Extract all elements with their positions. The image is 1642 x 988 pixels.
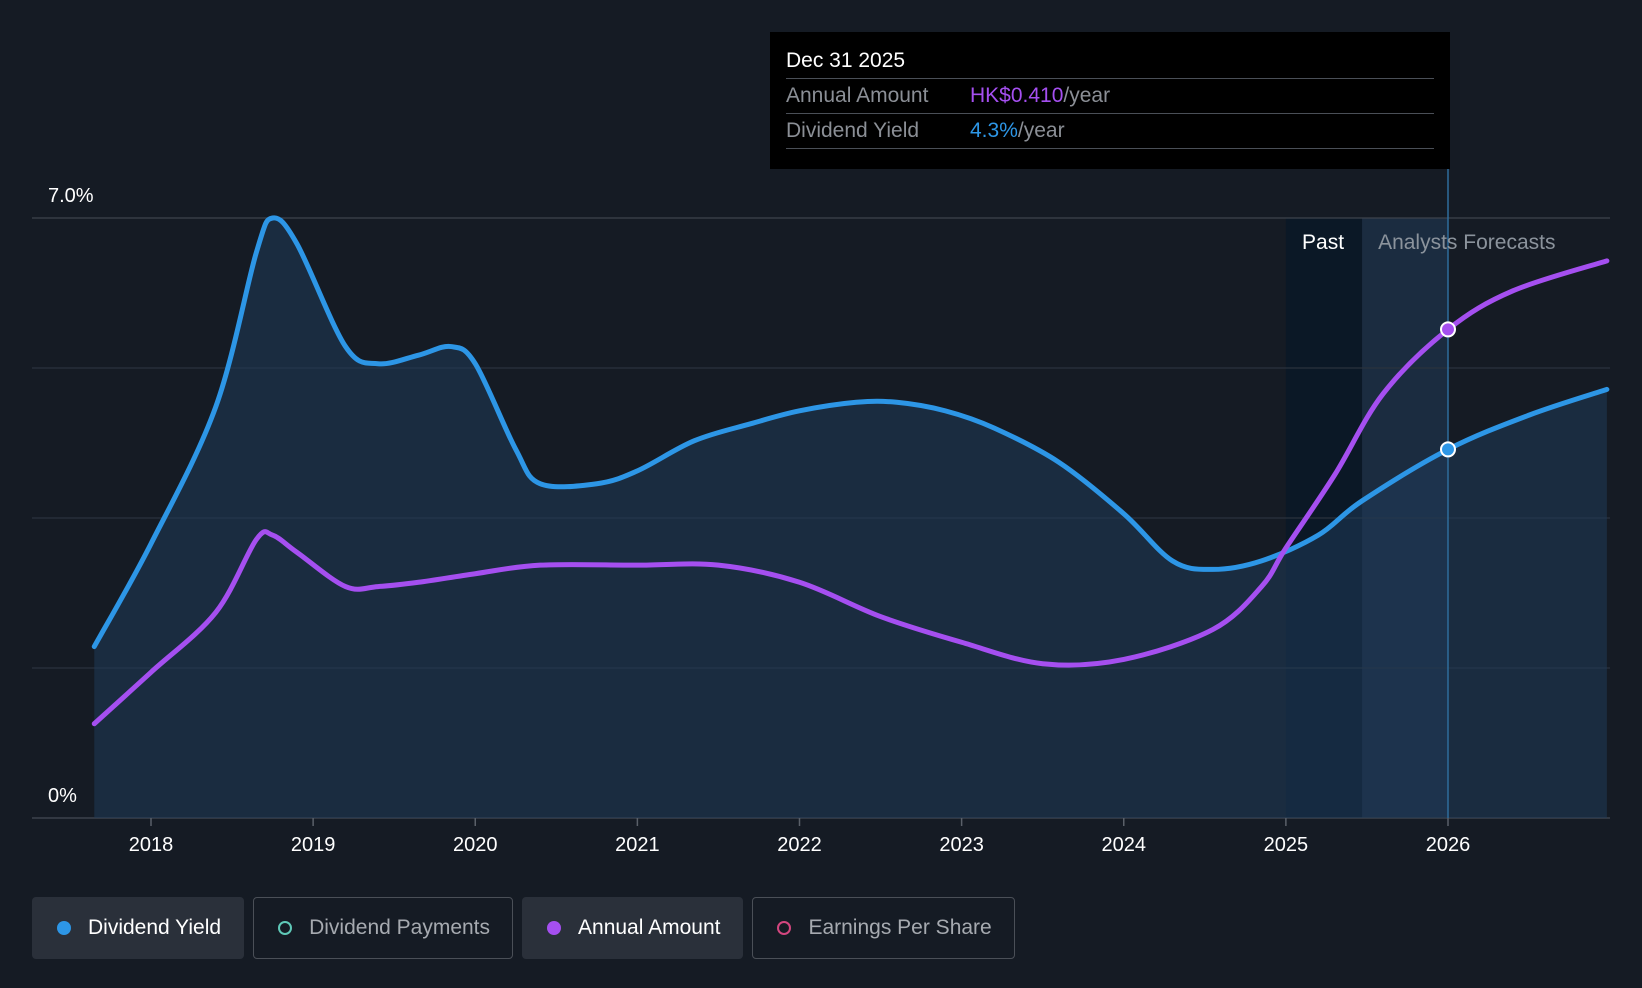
annual-amount-line	[91, 258, 1610, 727]
legend-toggle-dividend-payments[interactable]: Dividend Payments	[253, 897, 514, 959]
series-areas	[94, 217, 1607, 819]
legend-label: Annual Amount	[578, 916, 721, 939]
x-tick-label: 2018	[129, 834, 174, 856]
legend-toggle-annual-amount[interactable]: Annual Amount	[522, 897, 744, 959]
dividend-yield-marker	[1440, 441, 1456, 458]
x-tick-label: 2022	[777, 834, 822, 856]
legend-label: Dividend Yield	[88, 916, 222, 939]
dividend-yield-line	[91, 215, 1610, 650]
x-tick-label: 2026	[1426, 834, 1471, 856]
annual-amount-marker	[1440, 321, 1456, 338]
legend-toggle-earnings-per-share[interactable]: Earnings Per Share	[752, 897, 1015, 959]
tooltip-date: Dec 31 2025	[786, 49, 906, 72]
chart-legend: Dividend Yield Dividend Payments Annual …	[32, 897, 1015, 959]
y-tick-label-top: 7.0%	[48, 185, 94, 207]
tooltip-label: Dividend Yield	[786, 119, 920, 142]
tooltip-value: HK$0.410	[970, 84, 1064, 107]
x-tick-label: 2025	[1264, 834, 1309, 856]
annual-amount-dot-icon	[547, 921, 562, 935]
x-tick-label: 2020	[453, 834, 498, 856]
dividend-yield-area	[94, 217, 1607, 819]
legend-toggle-dividend-yield[interactable]: Dividend Yield	[32, 897, 245, 959]
x-tick-label: 2021	[615, 834, 660, 856]
tooltip-value: 4.3%	[970, 119, 1018, 142]
x-tick-label: 2023	[939, 834, 984, 856]
forecast-region-label: Analysts Forecasts	[1378, 231, 1555, 254]
y-tick-label-bottom: 0%	[48, 785, 77, 807]
hover-tooltip: Dec 31 2025 Annual Amount HK$0.410 /year…	[770, 32, 1450, 169]
tooltip-row-dividend-yield: Dividend Yield 4.3% /year	[786, 113, 1434, 149]
past-region-label: Past	[1302, 231, 1344, 254]
dividend-yield-dot-icon	[57, 921, 71, 935]
series-lines	[91, 215, 1610, 727]
x-axis-ticks: 2018 2019 2020 2021 2022 2023 2024 2025 2026	[129, 818, 1471, 856]
x-tick-label: 2024	[1102, 834, 1147, 856]
tooltip-unit: /year	[1063, 84, 1111, 107]
tooltip-label: Annual Amount	[786, 84, 929, 107]
dividend-payments-ring-icon	[278, 921, 293, 935]
tooltip-unit: /year	[1017, 119, 1065, 142]
legend-label: Dividend Payments	[309, 916, 491, 939]
earnings-per-share-ring-icon	[777, 921, 792, 935]
tooltip-row-annual-amount: Annual Amount HK$0.410 /year	[786, 78, 1434, 113]
x-tick-label: 2019	[291, 834, 336, 856]
hover-markers	[1440, 321, 1456, 458]
legend-label: Earnings Per Share	[808, 916, 992, 939]
